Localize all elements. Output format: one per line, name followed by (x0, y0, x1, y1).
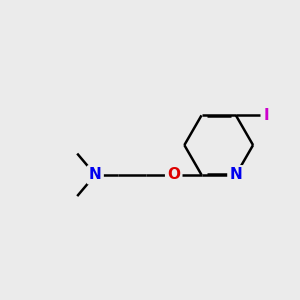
Text: N: N (230, 167, 242, 182)
Text: N: N (89, 167, 102, 182)
Text: O: O (167, 167, 180, 182)
Text: I: I (263, 108, 269, 123)
